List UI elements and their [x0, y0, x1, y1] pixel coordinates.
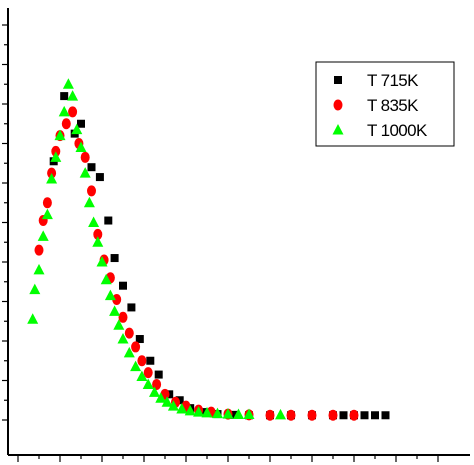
triangle-point — [176, 402, 188, 414]
triangle-point — [123, 346, 135, 358]
circle-point — [61, 118, 71, 130]
square-point — [87, 163, 96, 172]
circle-point — [87, 185, 96, 197]
triangle-point — [104, 289, 116, 301]
triangle-point — [33, 263, 45, 275]
circle-point — [265, 409, 275, 421]
circle-point — [80, 151, 90, 163]
triangle-point — [117, 333, 129, 344]
circle-point — [143, 367, 153, 379]
triangle-point — [79, 167, 91, 178]
triangle-point — [88, 216, 100, 227]
triangle-point — [155, 392, 167, 403]
data-points — [27, 78, 390, 421]
triangle-point — [233, 408, 244, 419]
axes — [2, 8, 470, 462]
circle-point — [93, 228, 103, 240]
square-point — [95, 173, 104, 182]
triangle-point — [41, 208, 53, 220]
square-point — [154, 370, 163, 379]
legend-label: T 835K — [367, 96, 419, 115]
triangle-point — [212, 407, 223, 419]
triangle-point — [136, 370, 148, 382]
triangle-point — [58, 105, 70, 117]
legend-item: T 835K — [333, 96, 420, 115]
triangle-point — [96, 256, 108, 267]
triangle-point — [201, 406, 213, 418]
triangle-point — [83, 196, 95, 208]
triangle-point — [149, 386, 160, 397]
triangle-point — [46, 173, 58, 184]
square-point — [119, 281, 127, 290]
square-point — [127, 303, 136, 312]
circle-point — [34, 244, 44, 256]
square-point — [360, 411, 369, 420]
triangle-point — [130, 360, 142, 372]
triangle-point — [113, 319, 125, 330]
legend-square-marker — [334, 76, 342, 84]
triangle-point — [109, 305, 121, 316]
square-point — [146, 356, 155, 365]
square-point — [77, 119, 85, 128]
triangle-point — [222, 408, 234, 419]
circle-point — [286, 409, 296, 421]
triangle-point — [193, 406, 205, 417]
circle-point — [137, 355, 147, 367]
legend-label: T 715K — [367, 71, 419, 90]
square-point — [104, 216, 113, 225]
circle-point — [68, 106, 78, 118]
triangle-point — [27, 313, 39, 324]
triangle-point — [67, 90, 79, 101]
series-circle — [34, 106, 359, 421]
triangle-point — [167, 400, 179, 411]
triangle-point — [161, 396, 173, 407]
triangle-point — [54, 129, 66, 141]
triangle-point — [243, 408, 255, 419]
circle-point — [349, 409, 359, 421]
circle-point — [118, 311, 128, 323]
legend-triangle-marker — [332, 124, 344, 135]
legend: T 715K T 835K T 1000K — [315, 61, 455, 147]
circle-point — [307, 409, 317, 421]
triangle-point — [92, 236, 104, 247]
circle-point — [42, 197, 52, 209]
square-point — [198, 408, 207, 417]
triangle-point — [37, 230, 49, 241]
legend-item: T 715K — [334, 71, 420, 90]
legend-item: T 1000K — [332, 121, 429, 140]
triangle-point — [75, 141, 87, 152]
square-point — [60, 92, 69, 101]
square-point — [339, 411, 348, 420]
circle-point — [124, 327, 134, 339]
triangle-point — [142, 378, 154, 389]
square-point — [371, 411, 379, 420]
triangle-point — [50, 151, 62, 162]
triangle-point — [100, 273, 112, 285]
square-point — [110, 254, 119, 263]
triangle-point — [62, 78, 74, 89]
series-triangle — [27, 78, 286, 420]
square-point — [135, 335, 144, 344]
circle-point — [131, 341, 141, 353]
triangle-point — [184, 404, 196, 416]
square-point — [230, 410, 239, 419]
circle-point — [112, 294, 122, 306]
triangle-point — [275, 408, 286, 420]
square-point — [175, 396, 184, 405]
triangle-point — [71, 123, 83, 135]
triangle-point — [29, 283, 41, 295]
square-point — [381, 411, 390, 420]
circle-point — [152, 378, 162, 390]
legend-label: T 1000K — [367, 121, 428, 140]
circle-point — [328, 409, 338, 421]
legend-circle-marker — [333, 99, 343, 111]
